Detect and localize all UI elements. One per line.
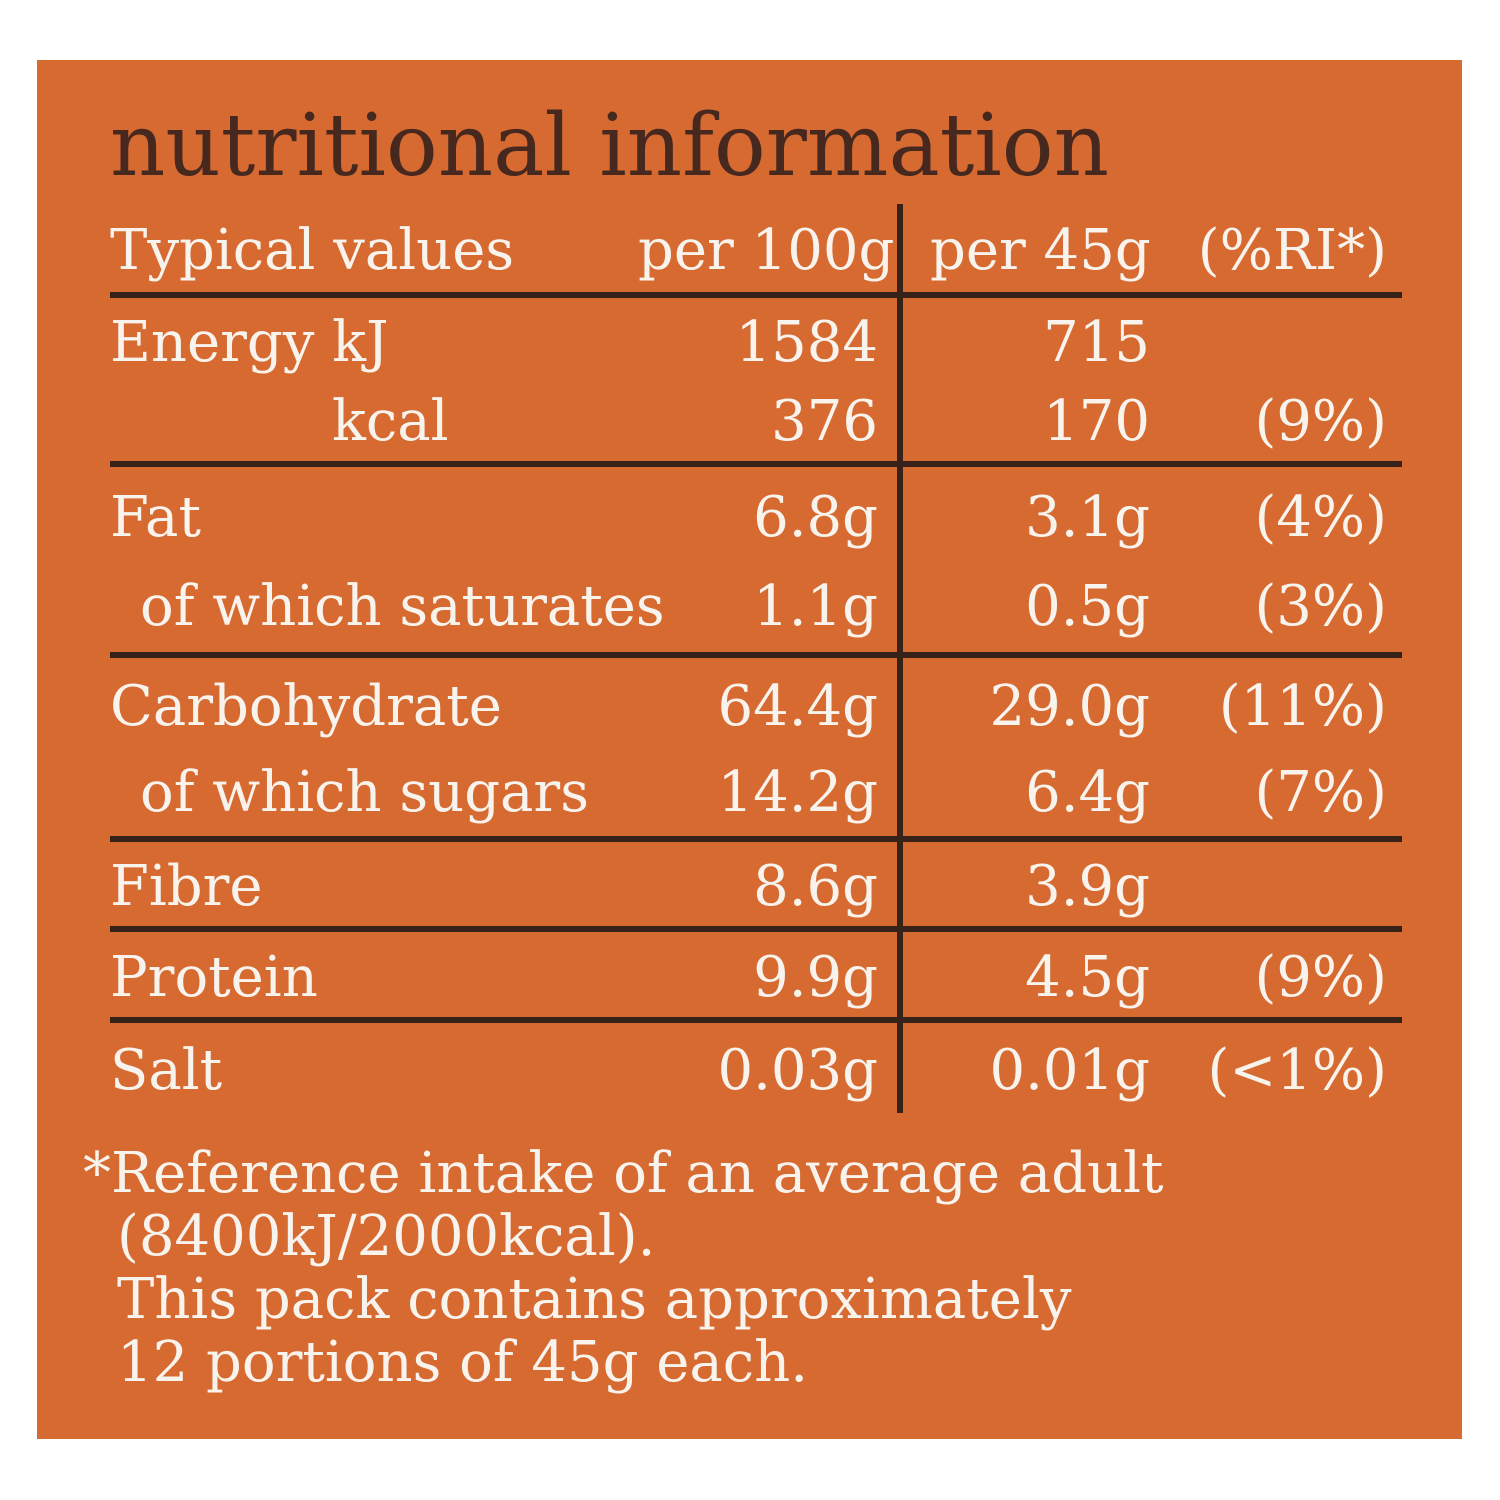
value-per-45g: 6.4g xyxy=(1025,760,1150,825)
footnote-line: 12 portions of 45g each. xyxy=(117,1330,809,1395)
header-typical-values: Typical values xyxy=(110,218,515,283)
panel-title: nutritional information xyxy=(110,96,1109,196)
value-percent-ri: (11%) xyxy=(1218,674,1387,739)
value-per-100g: 14.2g xyxy=(717,760,878,825)
footnote-line: This pack contains approximately xyxy=(117,1267,1072,1332)
value-per-45g: 3.1g xyxy=(1025,484,1150,550)
header-per-45g: per 45g xyxy=(930,218,1151,283)
footnote-line: *Reference intake of an average adult xyxy=(83,1141,1164,1206)
row-label: Salt xyxy=(110,1038,223,1103)
value-percent-ri: (4%) xyxy=(1254,484,1387,550)
value-per-100g: 8.6g xyxy=(753,854,878,919)
row-label: Protein xyxy=(110,944,318,1010)
table-block: Energy kJ 1584 715 kcal 376 170 (9%) xyxy=(110,298,1402,467)
nutrition-table: Typical values per 100g per 45g (%RI*) E… xyxy=(110,204,1402,1113)
table-block: Protein 9.9g 4.5g (9%) xyxy=(110,932,1402,1023)
footnote-line: (8400kJ/2000kcal). xyxy=(117,1204,656,1269)
row-label: of which saturates xyxy=(140,574,665,640)
value-per-100g: 376 xyxy=(771,388,878,454)
table-body: Energy kJ 1584 715 kcal 376 170 (9%) Fat 6.8g 3.1… xyxy=(110,298,1402,1113)
table-row: Fat 6.8g 3.1g (4%) xyxy=(110,484,1402,550)
table-row: Fibre 8.6g 3.9g xyxy=(110,855,1402,919)
table-row: kcal 376 170 (9%) xyxy=(110,388,1402,454)
row-label: Fat xyxy=(110,484,201,550)
value-percent-ri: (7%) xyxy=(1254,760,1387,825)
value-per-100g: 9.9g xyxy=(753,944,878,1010)
table-row: of which sugars 14.2g 6.4g (7%) xyxy=(110,761,1402,825)
value-per-100g: 1584 xyxy=(735,310,878,376)
value-percent-ri: (9%) xyxy=(1254,388,1387,454)
table-block: Fat 6.8g 3.1g (4%) of which saturates 1.1g 0.5… xyxy=(110,467,1402,658)
value-per-100g: 1.1g xyxy=(753,574,878,640)
row-label: Fibre xyxy=(110,854,263,919)
value-per-45g: 3.9g xyxy=(1025,854,1150,919)
value-per-45g: 4.5g xyxy=(1025,944,1150,1010)
row-label: of which sugars xyxy=(140,760,589,825)
table-block: Salt 0.03g 0.01g (<1%) xyxy=(110,1023,1402,1113)
row-label: kcal xyxy=(332,388,449,454)
column-divider-line xyxy=(897,204,903,1113)
table-row: of which saturates 1.1g 0.5g (3%) xyxy=(110,575,1402,639)
value-per-100g: 64.4g xyxy=(717,674,878,739)
table-block: Carbohydrate 64.4g 29.0g (11%) of which suga… xyxy=(110,658,1402,842)
header-per-100g: per 100g xyxy=(638,218,895,283)
nutrition-panel: nutritional information Typical values p… xyxy=(37,60,1462,1439)
table-block: Fibre 8.6g 3.9g xyxy=(110,842,1402,932)
value-percent-ri: (3%) xyxy=(1254,574,1387,640)
table-header-row: Typical values per 100g per 45g (%RI*) xyxy=(110,219,1402,283)
value-percent-ri: (9%) xyxy=(1254,944,1387,1010)
value-per-100g: 0.03g xyxy=(717,1038,878,1103)
table-row: Carbohydrate 64.4g 29.0g (11%) xyxy=(110,675,1402,739)
header-percent-ri: (%RI*) xyxy=(1197,218,1387,283)
table-header: Typical values per 100g per 45g (%RI*) xyxy=(110,204,1402,298)
table-row: Salt 0.03g 0.01g (<1%) xyxy=(110,1039,1402,1103)
row-label: Carbohydrate xyxy=(110,674,502,739)
value-per-100g: 6.8g xyxy=(753,484,878,550)
value-percent-ri: (<1%) xyxy=(1207,1038,1387,1103)
footnote: *Reference intake of an average adult (84… xyxy=(83,1142,1164,1394)
value-per-45g: 0.01g xyxy=(989,1038,1150,1103)
value-per-45g: 170 xyxy=(1043,388,1150,454)
value-per-45g: 0.5g xyxy=(1025,574,1150,640)
value-per-45g: 715 xyxy=(1043,310,1150,376)
row-label: Energy kJ xyxy=(110,310,389,376)
table-row: Protein 9.9g 4.5g (9%) xyxy=(110,944,1402,1010)
value-per-45g: 29.0g xyxy=(989,674,1150,739)
table-row: Energy kJ 1584 715 xyxy=(110,311,1402,375)
